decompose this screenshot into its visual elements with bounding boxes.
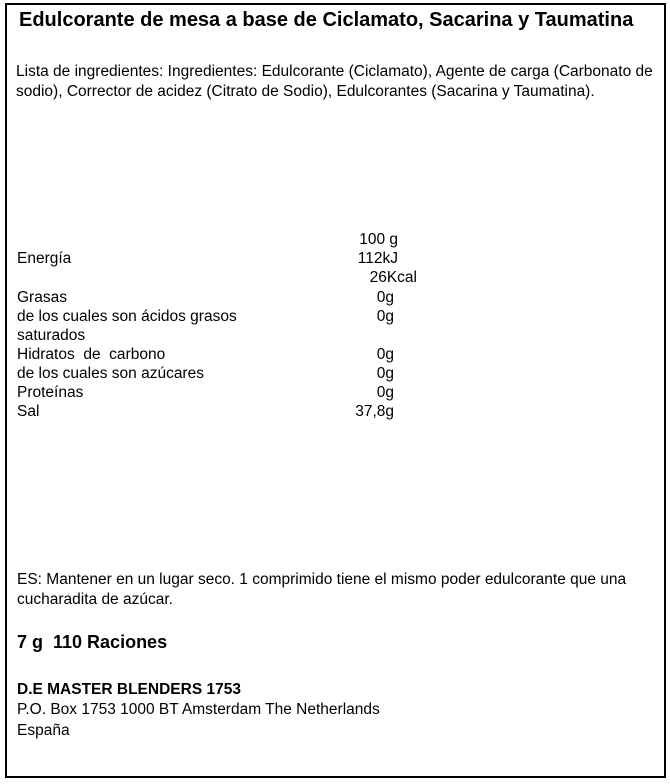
manufacturer-name: D.E MASTER BLENDERS 1753: [17, 681, 241, 698]
ingredients-list: Lista de ingredientes: Ingredientes: Edu…: [16, 63, 653, 100]
portions: 7 g 110 Raciones: [17, 632, 168, 652]
nutrient-value: 0g: [376, 289, 394, 306]
nutrient-value: 0g: [376, 346, 394, 363]
column-header: 100 g: [359, 231, 398, 248]
manufacturer-address: P.O. Box 1753 1000 BT Amsterdam The Neth…: [17, 701, 380, 718]
nutrient-label: Hidratos de carbono: [17, 346, 166, 363]
nutrient-label: Proteínas: [17, 384, 84, 401]
nutrient-label: de los cuales son azúcares: [17, 365, 204, 382]
label-border: [5, 3, 666, 778]
nutrient-label: de los cuales son ácidos grasos: [17, 308, 237, 325]
product-title: Edulcorante de mesa a base de Ciclamato,…: [19, 9, 634, 31]
nutrient-value: 37,8g: [355, 403, 394, 420]
nutrient-value: 0g: [376, 308, 394, 325]
manufacturer-country: España: [17, 722, 70, 739]
nutrient-value: 0g: [376, 365, 394, 382]
storage-note: ES: Mantener en un lugar seco. 1 comprim…: [17, 571, 627, 608]
nutrient-label: Grasas: [17, 289, 67, 306]
energy-kcal: 26Kcal: [369, 269, 417, 286]
energy-label: Energía: [17, 250, 72, 267]
nutrient-label-cont: saturados: [17, 327, 86, 344]
energy-kj: 112kJ: [357, 250, 398, 267]
nutrient-value: 0g: [376, 384, 394, 401]
nutrient-label: Sal: [17, 403, 40, 420]
